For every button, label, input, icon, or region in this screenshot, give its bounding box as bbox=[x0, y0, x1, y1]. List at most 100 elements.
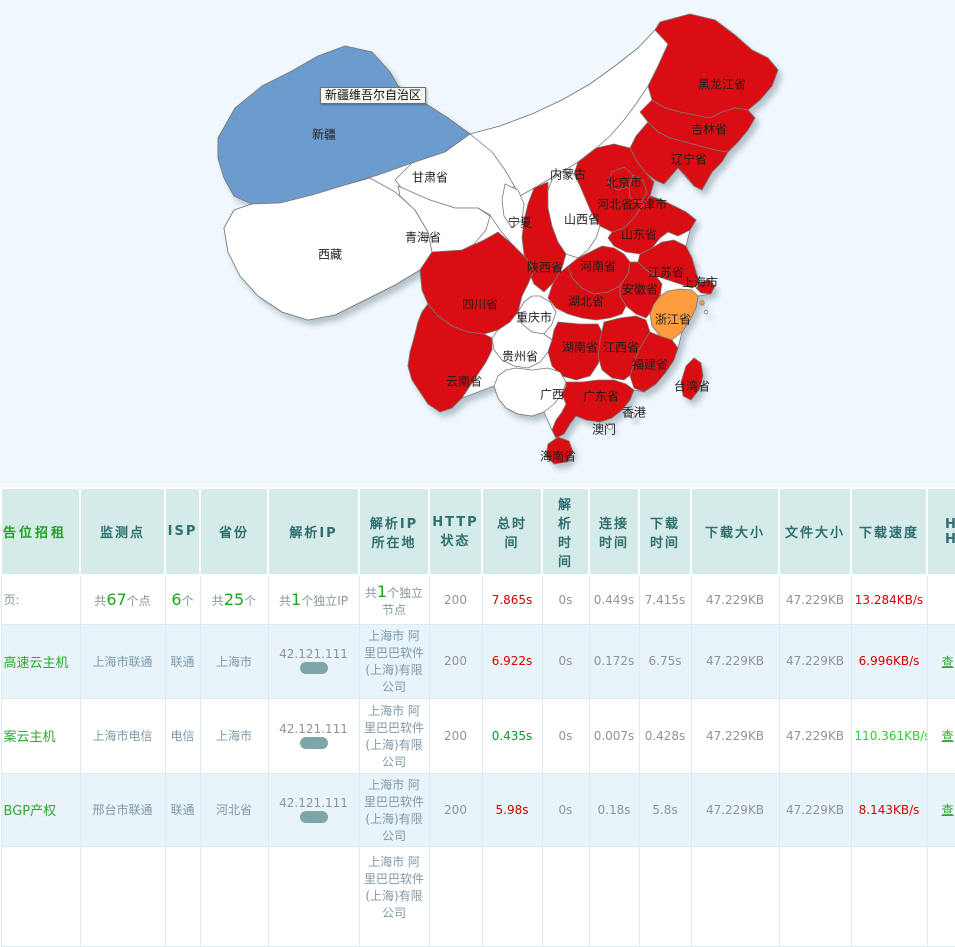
col-monitor-point: 监测点 bbox=[79, 487, 166, 576]
province-zhejiang[interactable] bbox=[649, 288, 699, 341]
monitor-table-wrap: 告位招租 监测点 ISP 省份 解析IP 解析IP 所在地 HTTP 状态 总时… bbox=[0, 487, 955, 947]
ip-mask bbox=[300, 662, 328, 674]
col-file-size: 文件大小 bbox=[778, 487, 852, 576]
cell-file-size: 47.229KB bbox=[778, 623, 852, 699]
province-label-yunnan: 云南省 bbox=[445, 374, 483, 389]
view-head-link[interactable]: 查 bbox=[941, 654, 954, 669]
col-http-status: HTTP 状态 bbox=[428, 487, 483, 576]
cell-dns-time: 0s bbox=[541, 697, 590, 774]
province-label-heilongjiang: 黑龙江省 bbox=[697, 77, 747, 92]
cell-monitor: 邢台市联通 bbox=[79, 772, 166, 847]
cell-http-head: 查 bbox=[926, 772, 955, 847]
cell-download-time: 6.75s bbox=[638, 623, 692, 699]
province-label-jiangxi: 江西省 bbox=[602, 340, 640, 355]
cell-monitor bbox=[79, 845, 166, 947]
col-resolve-ip: 解析IP bbox=[267, 487, 360, 576]
cell-ad bbox=[0, 845, 81, 947]
province-label-fujian: 福建省 bbox=[631, 357, 669, 372]
region-hongkong[interactable] bbox=[628, 411, 636, 419]
table-row: BGP产权 邢台市联通 联通 河北省 42.121.111 上海市 阿里巴巴软件… bbox=[0, 772, 955, 847]
cell-file-size: 47.229KB bbox=[778, 574, 852, 625]
cell-connect-time: 0.449s bbox=[588, 574, 640, 625]
province-yunnan[interactable] bbox=[407, 303, 493, 413]
table-row: 上海市 阿里巴巴软件(上海)有限公司 bbox=[0, 845, 955, 947]
province-guangdong[interactable] bbox=[551, 379, 635, 439]
province-fujian[interactable] bbox=[629, 331, 679, 393]
cell-file-size bbox=[778, 845, 852, 947]
cell-download-size: 47.229KB bbox=[690, 772, 780, 847]
province-label-macau: 澳门 bbox=[591, 422, 617, 437]
header-row: 告位招租 监测点 ISP 省份 解析IP 解析IP 所在地 HTTP 状态 总时… bbox=[0, 487, 955, 576]
cell-dns-time: 0s bbox=[541, 772, 590, 847]
province-label-taiwan: 台湾省 bbox=[673, 379, 711, 394]
province-taiwan[interactable] bbox=[680, 357, 704, 401]
province-label-liaoning: 辽宁省 bbox=[670, 152, 708, 167]
province-label-tianjin: 天津市 bbox=[630, 197, 668, 212]
cell-connect-time: 0.18s bbox=[588, 772, 640, 847]
province-label-sichuan: 四川省 bbox=[461, 297, 499, 312]
col-download-size: 下载大小 bbox=[690, 487, 780, 576]
province-label-hunan: 湖南省 bbox=[561, 340, 599, 355]
cell-isp: 联通 bbox=[164, 772, 201, 847]
cell-dns-time: 0s bbox=[541, 574, 590, 625]
cell-isp bbox=[164, 845, 201, 947]
province-label-guangdong: 广东省 bbox=[582, 389, 620, 404]
cell-ip: 42.121.111 bbox=[267, 623, 360, 699]
cell-isp: 电信 bbox=[164, 697, 201, 774]
ad-link[interactable]: 案云主机 bbox=[3, 730, 56, 745]
province-label-hainan: 海南省 bbox=[539, 449, 577, 464]
cell-http bbox=[428, 845, 483, 947]
china-map-svg bbox=[217, 13, 779, 465]
province-label-jiangsu: 江苏省 bbox=[647, 265, 685, 280]
province-heilongjiang[interactable] bbox=[647, 13, 779, 119]
province-label-hongkong: 香港 bbox=[621, 405, 647, 420]
province-ningxia[interactable] bbox=[501, 183, 525, 229]
cell-monitor: 上海市联通 bbox=[79, 623, 166, 699]
view-head-link[interactable]: 查 bbox=[941, 803, 954, 817]
cell-isp: 6个 bbox=[164, 574, 201, 625]
province-shanghai[interactable] bbox=[695, 278, 716, 295]
province-shanxi[interactable] bbox=[547, 171, 601, 259]
cell-ip-location: 共1个独立节点 bbox=[358, 574, 430, 625]
col-dns-time: 解 析 时 间 bbox=[541, 487, 590, 576]
ip-mask bbox=[300, 810, 328, 823]
province-xizang[interactable] bbox=[223, 177, 433, 321]
col-ad: 告位招租 bbox=[0, 487, 81, 576]
col-download-time: 下载 时间 bbox=[638, 487, 692, 576]
province-shandong[interactable] bbox=[607, 195, 697, 255]
cell-download-speed: 8.143KB/s bbox=[850, 772, 928, 847]
province-hunan[interactable] bbox=[547, 321, 605, 381]
province-label-zhejiang: 浙江省 bbox=[654, 312, 692, 327]
cell-ip-location: 上海市 阿里巴巴软件(上海)有限公司 bbox=[358, 845, 430, 947]
province-label-chongqing: 重庆市 bbox=[515, 310, 553, 325]
cell-http-head: 查 bbox=[926, 697, 955, 774]
cell-http-head bbox=[926, 574, 955, 625]
province-guizhou[interactable] bbox=[491, 311, 553, 369]
province-label-shandong: 山东省 bbox=[620, 227, 658, 242]
cell-download-time: 5.8s bbox=[638, 772, 692, 847]
cell-http: 200 bbox=[428, 772, 483, 847]
province-label-shanghai: 上海市 bbox=[681, 275, 719, 290]
ip-mask bbox=[300, 736, 328, 749]
col-ip-location: 解析IP 所在地 bbox=[358, 487, 430, 576]
ad-link[interactable]: 高速云主机 bbox=[3, 655, 69, 671]
ad-link[interactable]: BGP产权 bbox=[3, 804, 57, 819]
cell-province bbox=[199, 845, 269, 947]
province-guangxi[interactable] bbox=[493, 367, 567, 417]
cell-total-time: 5.98s bbox=[481, 772, 543, 847]
province-label-gansu: 甘肃省 bbox=[411, 170, 449, 185]
province-label-shanxi: 山西省 bbox=[563, 212, 601, 227]
cell-dns-time bbox=[541, 845, 590, 947]
cell-isp: 联通 bbox=[164, 623, 201, 699]
region-macau[interactable] bbox=[607, 424, 613, 430]
map-tooltip: 新疆维吾尔自治区 bbox=[320, 87, 427, 104]
province-hainan[interactable] bbox=[545, 436, 574, 465]
cell-file-size: 47.229KB bbox=[778, 772, 852, 847]
cell-ip-location: 上海市 阿里巴巴软件(上海)有限公司 bbox=[358, 623, 430, 699]
view-head-link[interactable]: 查 bbox=[941, 729, 954, 743]
cell-total-time: 7.865s bbox=[481, 574, 543, 625]
province-qinghai[interactable] bbox=[397, 185, 491, 253]
province-hubei[interactable] bbox=[547, 265, 627, 321]
province-tianjin[interactable] bbox=[628, 174, 648, 204]
